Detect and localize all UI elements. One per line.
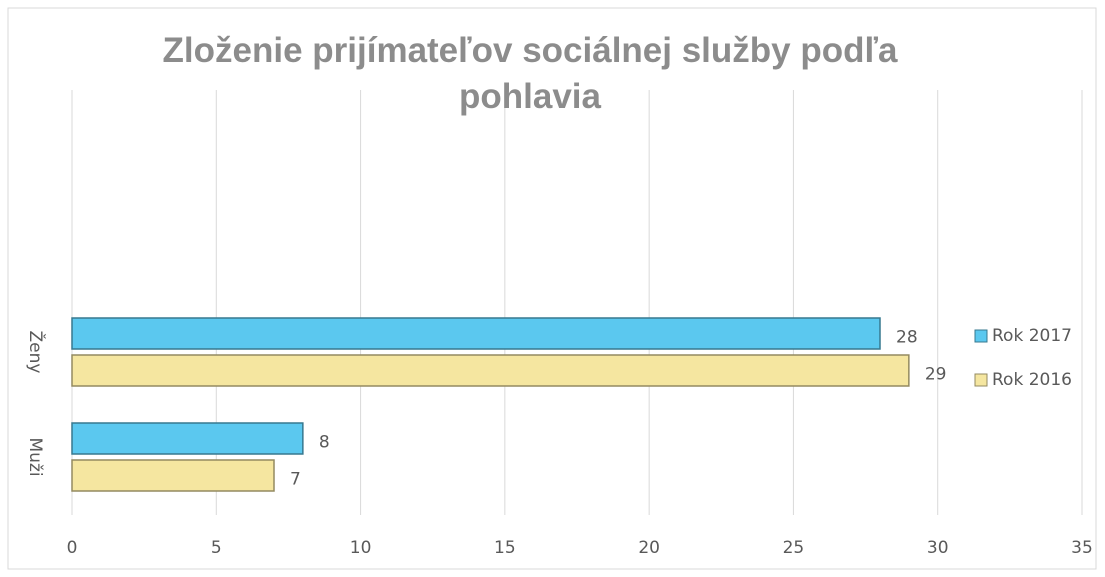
value-label: 29 [925, 365, 947, 385]
value-label: 8 [319, 433, 330, 453]
chart-border [7, 7, 1097, 570]
bar [71, 317, 881, 350]
value-label: 28 [896, 328, 918, 348]
x-tick-label: 0 [67, 538, 78, 558]
legend-swatch [974, 329, 988, 343]
x-tick-label: 20 [638, 538, 660, 558]
value-label: 7 [290, 470, 301, 490]
x-tick-label: 30 [927, 538, 949, 558]
category-label: Ženy [25, 331, 47, 374]
x-tick-label: 25 [783, 538, 805, 558]
legend-swatch [974, 373, 988, 387]
legend-label: Rok 2016 [992, 370, 1072, 390]
legend-label: Rok 2017 [992, 326, 1072, 346]
x-tick-label: 35 [1071, 538, 1093, 558]
category-label: Muži [25, 437, 45, 476]
x-tick-label: 15 [494, 538, 516, 558]
x-tick-label: 5 [211, 538, 222, 558]
bar [71, 459, 275, 492]
bar [71, 354, 910, 387]
x-tick-label: 10 [350, 538, 372, 558]
chart-title: Zloženie prijímateľov sociálnej služby p… [162, 31, 898, 116]
bar [71, 422, 304, 455]
